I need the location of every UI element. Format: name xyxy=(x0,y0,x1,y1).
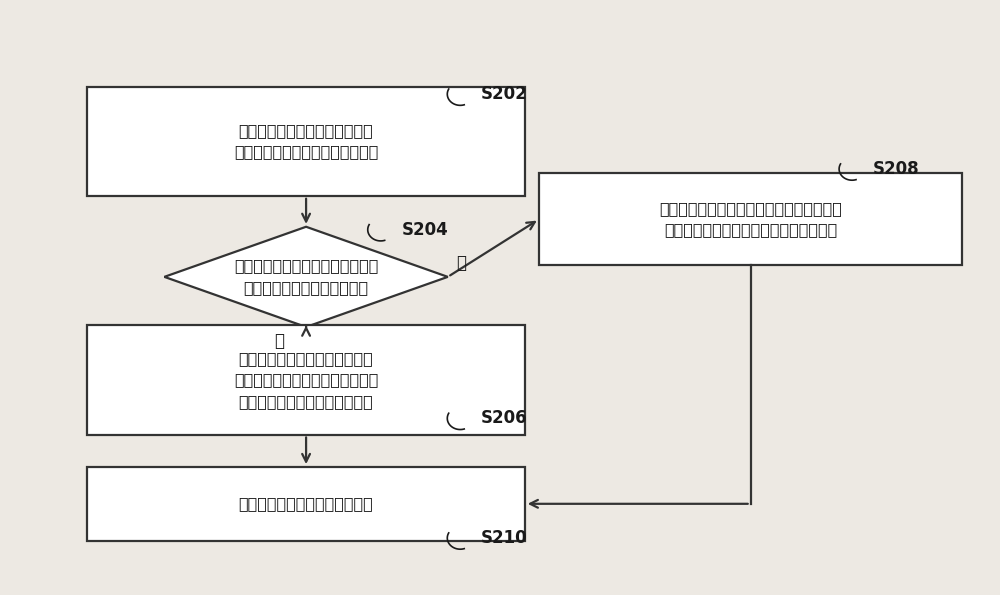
Text: S202: S202 xyxy=(481,85,528,103)
Polygon shape xyxy=(164,227,448,327)
Text: 否: 否 xyxy=(456,254,466,272)
Text: 确定被放入食材所在储物间室的目标温度为
被放入食材所在储物间室的当前目标温度: 确定被放入食材所在储物间室的目标温度为 被放入食材所在储物间室的当前目标温度 xyxy=(659,201,842,237)
Text: S204: S204 xyxy=(402,221,448,239)
Text: S206: S206 xyxy=(481,409,528,427)
Text: 被放入食材的最佳存储温度低于其
所在储物间室的当前目标温度: 被放入食材的最佳存储温度低于其 所在储物间室的当前目标温度 xyxy=(234,259,378,295)
Text: S208: S208 xyxy=(873,160,920,178)
Bar xyxy=(539,173,962,265)
Text: 驱动制冷系统按照目标温度工作: 驱动制冷系统按照目标温度工作 xyxy=(239,496,373,511)
Bar xyxy=(87,87,525,196)
Text: S210: S210 xyxy=(481,529,528,547)
Bar xyxy=(87,467,525,541)
Bar xyxy=(87,325,525,434)
Text: 是: 是 xyxy=(274,331,284,350)
Text: 获取被放入食材的最佳存储温度
和其所在储物间室的当前目标温度: 获取被放入食材的最佳存储温度 和其所在储物间室的当前目标温度 xyxy=(234,123,378,159)
Text: 根据被放入食材的最佳存储温度
和其所在储物间室的当前目标温度
确定其所在储物间室的目标温度: 根据被放入食材的最佳存储温度 和其所在储物间室的当前目标温度 确定其所在储物间室… xyxy=(234,351,378,409)
